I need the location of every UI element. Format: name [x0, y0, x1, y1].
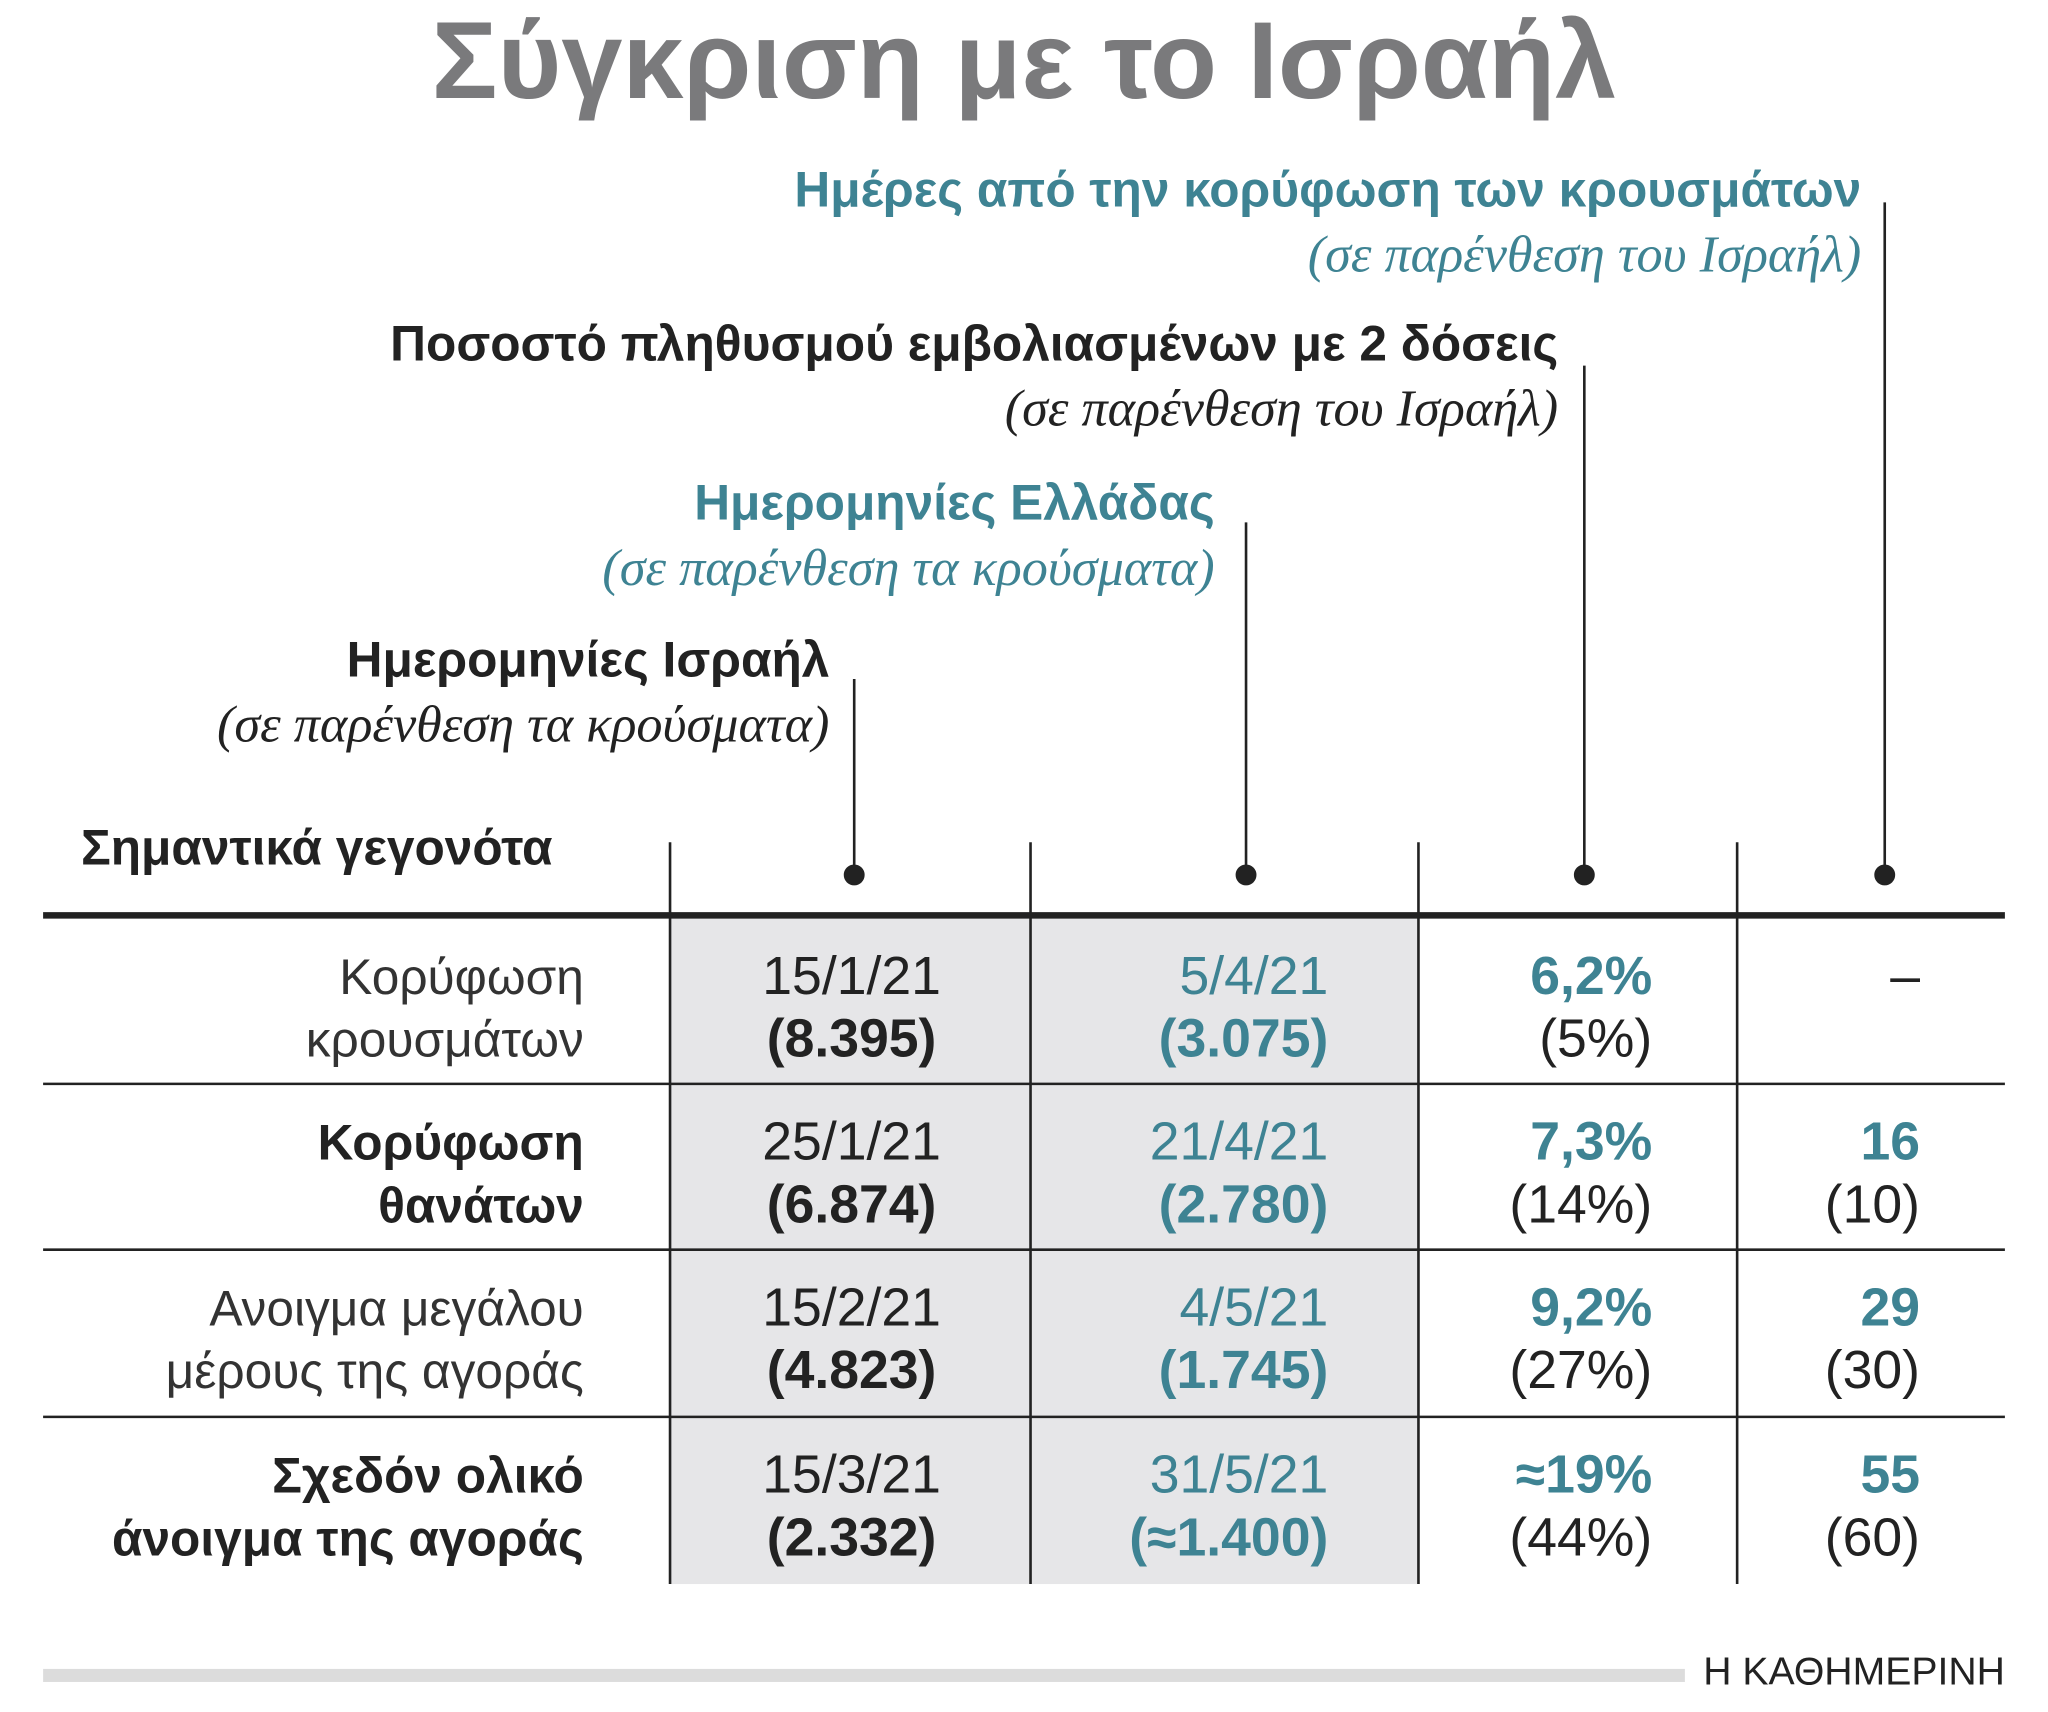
title: Σύγκριση με το Ισραήλ: [432, 0, 1617, 122]
cell: (60): [1825, 1508, 1920, 1567]
cell: 6,2%: [1530, 947, 1652, 1006]
cell: ≈19%: [1516, 1446, 1653, 1505]
cell: (44%): [1509, 1508, 1652, 1567]
cell: 5/4/21: [1179, 947, 1328, 1006]
cell: 21/4/21: [1150, 1113, 1329, 1172]
cell: 4/5/21: [1179, 1278, 1328, 1337]
cell: (2.780): [1159, 1175, 1329, 1234]
cell: 15/3/21: [762, 1446, 941, 1505]
row-label: Ανοιγμα μεγάλου: [209, 1280, 583, 1336]
cell: (27%): [1509, 1341, 1652, 1400]
cell: –: [1890, 947, 1920, 1006]
row-label: Κορύφωση: [339, 949, 584, 1005]
row-header: Σημαντικά γεγονότα: [81, 819, 553, 875]
cell: 15/1/21: [762, 947, 941, 1006]
brand: Η ΚΑΘΗΜΕΡΙΝΗ: [1703, 1651, 2005, 1694]
cell: 16: [1860, 1113, 1920, 1172]
column-dividers: [668, 842, 1739, 1585]
row-label: Κορύφωση: [318, 1115, 584, 1171]
row-dividers: [43, 1082, 2005, 1419]
column-subtitle: (σε παρένθεση του Ισραήλ): [1005, 380, 1559, 438]
cell: (2.332): [767, 1508, 937, 1567]
row-label: κρουσμάτων: [306, 1011, 584, 1067]
cell: 9,2%: [1530, 1278, 1652, 1337]
cell: (5%): [1539, 1009, 1652, 1068]
column-subtitle: (σε παρένθεση του Ισραήλ): [1308, 226, 1862, 284]
row-label: μέρους της αγοράς: [166, 1343, 584, 1399]
cell: (4.823): [767, 1341, 937, 1400]
cell: 25/1/21: [762, 1113, 941, 1172]
cell: 31/5/21: [1150, 1446, 1329, 1505]
leader-lines: [843, 202, 1896, 886]
column-title: Ημερομηνίες Ισραήλ: [347, 631, 830, 687]
cell: 55: [1860, 1446, 1920, 1505]
cell: (6.874): [767, 1175, 937, 1234]
row-label: άνοιγμα της αγοράς: [112, 1510, 584, 1566]
cell: 29: [1860, 1278, 1920, 1337]
column-subtitle: (σε παρένθεση τα κρούσματα): [602, 539, 1214, 597]
cell: (14%): [1509, 1175, 1652, 1234]
column-title: Ποσοστό πληθυσμού εμβολιασμένων με 2 δόσ…: [390, 315, 1558, 371]
column-subtitle: (σε παρένθεση τα κρούσματα): [217, 696, 829, 754]
cell: (1.745): [1159, 1341, 1329, 1400]
cell: (≈1.400): [1129, 1508, 1328, 1567]
cell: 15/2/21: [762, 1278, 941, 1337]
cell: 7,3%: [1530, 1113, 1652, 1172]
cell: (30): [1825, 1341, 1920, 1400]
column-title: Ημέρες από την κορύφωση των κρουσμάτων: [794, 161, 1861, 217]
row-label: θανάτων: [378, 1177, 584, 1233]
cell: (10): [1825, 1175, 1920, 1234]
column-title: Ημερομηνίες Ελλάδας: [694, 475, 1214, 531]
row-label: Σχεδόν ολικό: [272, 1448, 584, 1504]
cell: (3.075): [1159, 1009, 1329, 1068]
footer-bar: [43, 1668, 1685, 1682]
cell: (8.395): [767, 1009, 937, 1068]
